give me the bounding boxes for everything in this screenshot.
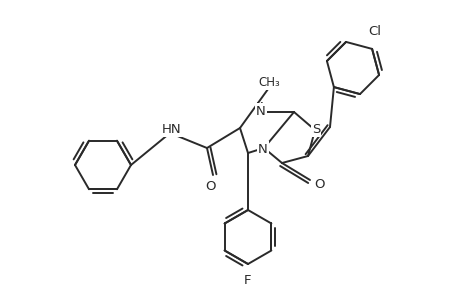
Text: O: O xyxy=(205,180,216,193)
Text: N: N xyxy=(257,142,267,155)
Text: HN: HN xyxy=(162,122,181,136)
Text: S: S xyxy=(311,122,319,136)
Text: N: N xyxy=(256,104,265,118)
Text: F: F xyxy=(244,274,251,287)
Text: O: O xyxy=(313,178,324,191)
Text: Cl: Cl xyxy=(368,25,381,38)
Text: CH₃: CH₃ xyxy=(257,76,279,88)
